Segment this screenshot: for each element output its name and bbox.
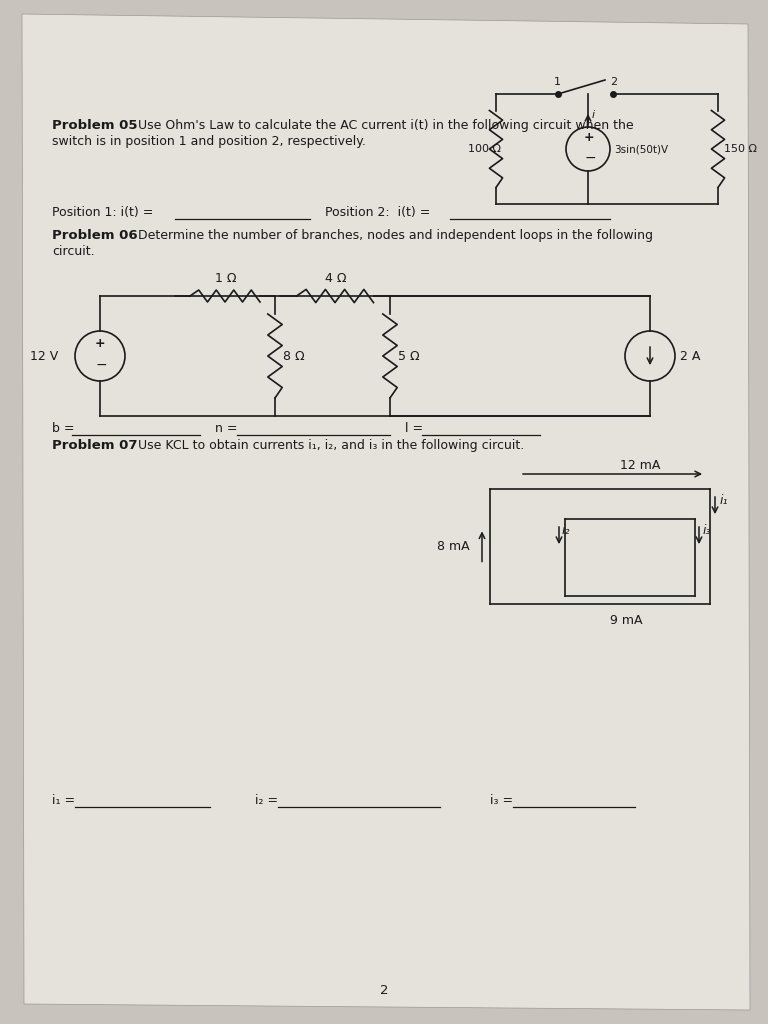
Text: 5 Ω: 5 Ω xyxy=(398,349,419,362)
Text: Determine the number of branches, nodes and independent loops in the following: Determine the number of branches, nodes … xyxy=(138,229,653,242)
Text: Use KCL to obtain currents i₁, i₂, and i₃ in the following circuit.: Use KCL to obtain currents i₁, i₂, and i… xyxy=(138,439,525,452)
Text: i₁: i₁ xyxy=(720,494,729,507)
Text: Use Ohm's Law to calculate the AC current i(t) in the following circuit when the: Use Ohm's Law to calculate the AC curren… xyxy=(138,119,634,132)
Text: 4 Ω: 4 Ω xyxy=(325,272,346,285)
Polygon shape xyxy=(22,14,750,1010)
Text: +: + xyxy=(95,337,106,350)
Text: 2: 2 xyxy=(610,77,617,87)
Text: 2: 2 xyxy=(379,984,389,997)
Text: b =: b = xyxy=(52,422,74,435)
Text: Problem 05: Problem 05 xyxy=(52,119,137,132)
Text: i: i xyxy=(592,110,595,120)
Text: i₁ =: i₁ = xyxy=(52,794,75,807)
Text: 150 Ω: 150 Ω xyxy=(724,144,757,154)
Text: n =: n = xyxy=(215,422,237,435)
Text: 9 mA: 9 mA xyxy=(610,614,643,627)
Text: i₂: i₂ xyxy=(562,524,571,537)
Text: 12 V: 12 V xyxy=(30,349,58,362)
Text: Problem 06: Problem 06 xyxy=(52,229,137,242)
Text: switch is in position 1 and position 2, respectively.: switch is in position 1 and position 2, … xyxy=(52,135,366,148)
Text: Problem 07: Problem 07 xyxy=(52,439,137,452)
Text: 1 Ω: 1 Ω xyxy=(215,272,237,285)
Text: 8 Ω: 8 Ω xyxy=(283,349,305,362)
Text: i₃: i₃ xyxy=(703,524,711,537)
Text: Position 2:  i(t) =: Position 2: i(t) = xyxy=(325,206,430,219)
Text: 8 mA: 8 mA xyxy=(437,540,469,553)
Text: 100 Ω: 100 Ω xyxy=(468,144,501,154)
Text: 3sin(50t)V: 3sin(50t)V xyxy=(614,145,668,155)
Text: 1: 1 xyxy=(554,77,561,87)
Text: l =: l = xyxy=(405,422,423,435)
Text: −: − xyxy=(96,358,108,372)
Text: +: + xyxy=(584,131,594,144)
Text: 2 A: 2 A xyxy=(680,349,700,362)
Text: 12 mA: 12 mA xyxy=(620,459,660,472)
Text: circuit.: circuit. xyxy=(52,245,94,258)
Text: i₂ =: i₂ = xyxy=(255,794,278,807)
Text: −: − xyxy=(585,151,597,165)
Text: i₃ =: i₃ = xyxy=(490,794,513,807)
Text: Position 1: i(t) =: Position 1: i(t) = xyxy=(52,206,154,219)
